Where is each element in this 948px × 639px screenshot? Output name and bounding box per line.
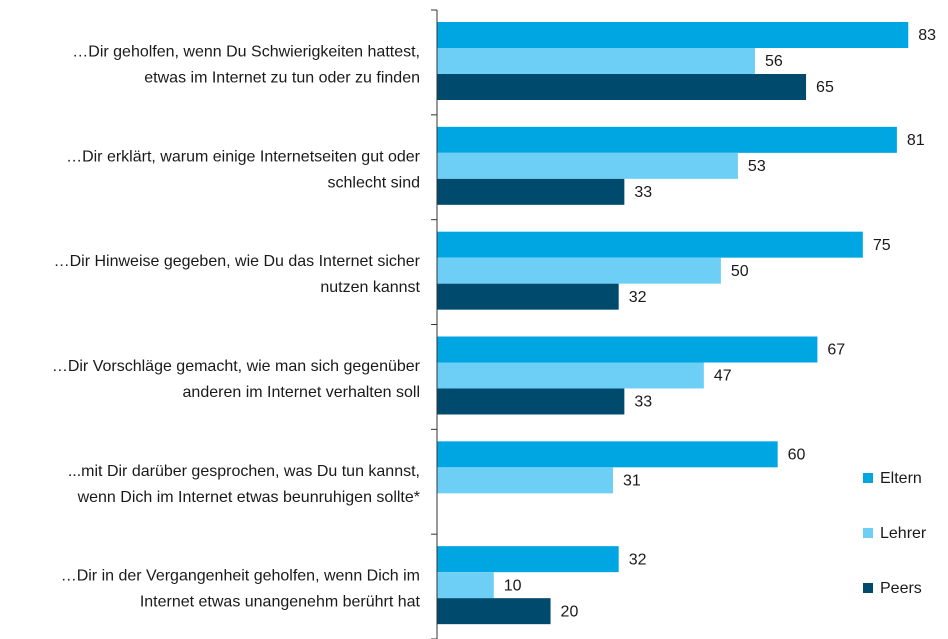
value-label: 33 <box>634 394 652 411</box>
legend-swatch <box>863 473 873 483</box>
value-label: 10 <box>504 577 522 594</box>
category-label: …Dir Hinweise gegeben, wie Du das Intern… <box>54 253 421 296</box>
category-label: ...mit Dir darüber gesprochen, was Du tu… <box>68 463 420 506</box>
legend-swatch <box>863 528 873 538</box>
bar <box>437 231 863 258</box>
value-label: 67 <box>827 342 845 359</box>
legend-label: Eltern <box>880 470 922 487</box>
category-label-line: …Dir geholfen, wenn Du Schwierigkeiten h… <box>72 44 420 61</box>
legend-label: Lehrer <box>880 525 927 542</box>
value-label: 53 <box>748 158 766 175</box>
category-label-line: Internet etwas unangenehm berührt hat <box>140 594 421 611</box>
legend-label: Peers <box>880 580 922 597</box>
bar <box>437 126 897 153</box>
category-label-line: ...mit Dir darüber gesprochen, was Du tu… <box>68 463 420 480</box>
category-label-line: schlecht sind <box>328 174 421 191</box>
bar <box>437 74 807 100</box>
category-label-line: …Dir in der Vergangenheit geholfen, wenn… <box>61 568 420 585</box>
bar <box>437 572 494 599</box>
value-label: 32 <box>629 289 647 306</box>
bar <box>437 22 909 48</box>
category-label-line: etwas im Internet zu tun oder zu finden <box>144 70 420 87</box>
bar <box>437 467 614 494</box>
category-label-line: …Dir erklärt, warum einige Internetseite… <box>66 148 421 165</box>
value-label: 56 <box>765 53 783 70</box>
category-label: …Dir Vorschläge gemacht, wie man sich ge… <box>52 358 421 401</box>
value-label: 81 <box>907 132 925 149</box>
value-label: 65 <box>816 79 834 96</box>
category-label: …Dir geholfen, wenn Du Schwierigkeiten h… <box>72 44 420 87</box>
bar <box>437 441 778 468</box>
category-label-line: wenn Dich im Internet etwas beunruhigen … <box>77 489 420 506</box>
bar <box>437 388 625 415</box>
value-label: 33 <box>634 184 652 201</box>
bar <box>437 48 755 74</box>
bar <box>437 283 619 310</box>
legend-swatch <box>863 583 873 593</box>
category-label: …Dir in der Vergangenheit geholfen, wenn… <box>61 568 421 611</box>
bar <box>437 257 721 284</box>
bar <box>437 362 704 389</box>
bar <box>437 336 818 363</box>
bar <box>437 546 619 573</box>
value-label: 50 <box>731 263 749 280</box>
bar <box>437 598 551 625</box>
bar <box>437 152 738 179</box>
category-label-line: anderen im Internet verhalten soll <box>183 384 420 401</box>
value-label: 60 <box>788 447 806 464</box>
value-label: 75 <box>873 237 891 254</box>
value-label: 20 <box>561 603 579 620</box>
bar <box>437 178 625 205</box>
category-label-line: …Dir Vorschläge gemacht, wie man sich ge… <box>52 358 421 375</box>
value-label: 47 <box>714 368 732 385</box>
value-label: 83 <box>918 27 936 44</box>
category-label: …Dir erklärt, warum einige Internetseite… <box>66 148 421 191</box>
category-label-line: nutzen kannst <box>320 279 420 296</box>
value-label: 32 <box>629 551 647 568</box>
category-label-line: …Dir Hinweise gegeben, wie Du das Intern… <box>54 253 421 270</box>
value-label: 31 <box>623 473 641 490</box>
